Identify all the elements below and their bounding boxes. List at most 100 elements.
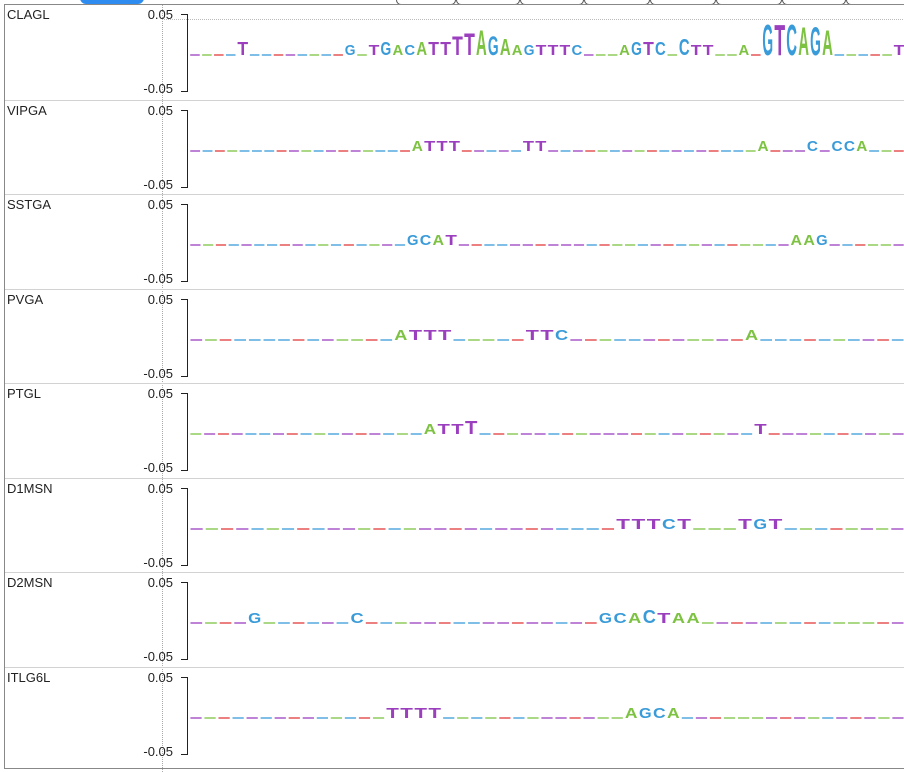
y-axis-max-label: 0.05 — [147, 480, 173, 496]
y-axis-bracket — [181, 14, 188, 92]
logo-letter: A — [619, 43, 630, 59]
logo-letter: T — [738, 517, 752, 533]
logo-letter: C — [844, 139, 855, 155]
logo-letter: T — [445, 233, 457, 249]
logo-letter: A — [791, 233, 803, 249]
logo-letter: T — [703, 43, 714, 59]
track-ptgl[interactable]: PTGL 0.05 -0.05 A T T T T — [5, 383, 904, 478]
logo-letter: G — [345, 43, 356, 59]
logo-letter: T — [774, 16, 785, 65]
logo-letter: T — [424, 139, 435, 155]
logo-letter: C — [807, 139, 818, 155]
track-label: PTGL — [7, 386, 41, 401]
logo-letter: C — [679, 34, 690, 60]
logo-letter: G — [631, 38, 642, 59]
track-label: D2MSN — [7, 575, 53, 590]
logo-letter: C — [832, 139, 843, 155]
track-d1msn[interactable]: D1MSN 0.05 -0.05 T T T C T T G T — [5, 477, 904, 573]
logo-letter: T — [523, 139, 534, 155]
y-axis-bracket — [181, 582, 188, 660]
logo-letter: T — [449, 139, 460, 155]
logo-letter: T — [414, 706, 427, 722]
y-axis-min-label: -0.05 — [143, 554, 173, 570]
logo-letter: A — [476, 23, 487, 63]
y-axis-bracket — [181, 109, 188, 188]
track-pvga[interactable]: PVGA 0.05 -0.05 A T T T T T C A — [5, 288, 904, 384]
logo-letter: A — [512, 43, 523, 59]
y-axis-bracket — [181, 298, 188, 377]
logo-letter: T — [237, 38, 248, 59]
logo-letter: G — [488, 31, 499, 61]
logo-letter: T — [464, 27, 475, 62]
track-d2msn[interactable]: D2MSN 0.05 -0.05 G C G C A C T A A — [5, 572, 904, 667]
logo-letter: G — [599, 611, 612, 627]
logo-letter: G — [407, 233, 419, 249]
track-sstga[interactable]: SSTGA 0.05 -0.05 G C A T A A G — [5, 194, 904, 289]
y-axis-max-label: 0.05 — [147, 7, 173, 22]
logo-letter: C — [653, 706, 666, 722]
logo-letter: T — [691, 43, 702, 59]
logo-letter: C — [404, 43, 415, 59]
track-label: PVGA — [7, 291, 44, 307]
y-axis-max-label: 0.05 — [147, 291, 173, 307]
logo-letter: G — [248, 611, 261, 627]
logo-letter: T — [540, 328, 553, 344]
logo-letter: T — [754, 422, 767, 438]
y-axis-min-label: -0.05 — [143, 743, 173, 759]
logo-letter: A — [628, 611, 642, 627]
logo-letter: A — [757, 139, 769, 155]
y-axis-bracket — [181, 393, 188, 471]
logo-letter: A — [416, 38, 427, 59]
y-axis-min-label: -0.05 — [143, 460, 173, 475]
logo-letter: A — [424, 422, 437, 438]
logo-letter: C — [662, 517, 676, 533]
y-axis-min-label: -0.05 — [143, 271, 173, 286]
logo-letter: G — [753, 517, 767, 533]
logo-letter: A — [822, 23, 833, 63]
track-label: D1MSN — [7, 480, 53, 496]
logo-letter: G — [381, 38, 392, 59]
track-panel: CLAGL 0.05 -0.05 T G T G A C A T T T T A G A A G T T T C A G T C C T… — [4, 4, 904, 772]
logo-letter: T — [369, 43, 380, 59]
track-label: ITLG6L — [7, 669, 51, 685]
logo-letter: A — [412, 139, 424, 155]
y-axis-min-label: -0.05 — [143, 81, 173, 96]
y-axis-max-label: 0.05 — [147, 669, 173, 685]
logo-letter: C — [420, 233, 432, 249]
logo-letter: T — [437, 139, 448, 155]
logo-letter: T — [386, 706, 399, 722]
active-tab-indicator[interactable] — [80, 0, 144, 4]
logo-letter: C — [643, 606, 656, 627]
logo-letter: T — [632, 517, 646, 533]
logo-letter: A — [625, 706, 638, 722]
y-axis-max-label: 0.05 — [147, 197, 173, 212]
track-clagl[interactable]: CLAGL 0.05 -0.05 T G T G A C A T T T T A G A A G T T T C A G T C C T… — [5, 5, 904, 99]
track-label: VIPGA — [7, 102, 47, 118]
logo-letter: T — [451, 422, 464, 438]
logo-letter: C — [555, 328, 568, 344]
track-label: SSTGA — [7, 197, 52, 212]
logo-letter: T — [536, 43, 547, 59]
track-vipga[interactable]: VIPGA 0.05 -0.05 A T T T T T A C C C A — [5, 99, 904, 195]
logo-letter: G — [762, 16, 773, 65]
logo-letter: A — [687, 611, 701, 627]
reference-line — [162, 19, 904, 20]
logo-letter: T — [424, 328, 437, 344]
logo-letter: A — [667, 706, 680, 722]
y-axis-max-label: 0.05 — [147, 102, 173, 118]
logo-letter: T — [535, 139, 546, 155]
logo-letter: T — [643, 38, 654, 59]
logo-letter: G — [816, 233, 828, 249]
logo-letter: T — [548, 43, 559, 59]
logo-letter: C — [350, 611, 363, 627]
track-itlg6l[interactable]: ITLG6L 0.05 -0.05 T T T T A G C A — [5, 666, 904, 762]
y-axis-bracket — [181, 487, 188, 566]
cursor-guide-line — [162, 5, 163, 772]
logo-letter: T — [452, 31, 463, 61]
logo-letter: T — [438, 422, 451, 438]
